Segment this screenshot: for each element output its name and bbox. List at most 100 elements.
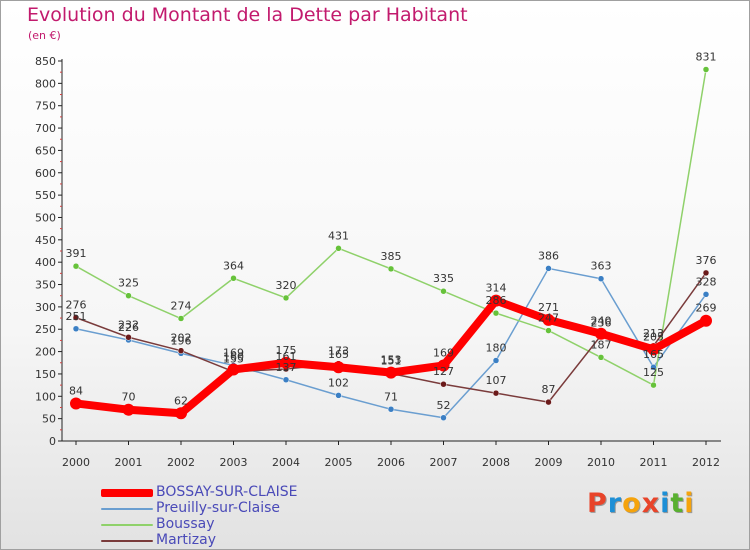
x-tick-label: 2011 <box>640 456 668 469</box>
x-tick-label: 2009 <box>535 456 563 469</box>
data-label: 180 <box>486 342 507 355</box>
data-point <box>597 275 605 282</box>
y-tick-label: 200 <box>35 346 56 359</box>
y-tick-label: 650 <box>35 144 56 157</box>
data-label: 107 <box>486 374 507 387</box>
data-point <box>387 406 395 413</box>
data-label: 226 <box>118 321 139 334</box>
data-label: 87 <box>542 383 556 396</box>
x-tick-label: 2002 <box>167 456 195 469</box>
logo-letter: P <box>587 488 608 519</box>
data-label: 102 <box>328 376 349 389</box>
data-label: 271 <box>538 301 559 314</box>
data-label: 52 <box>437 399 451 412</box>
data-point <box>72 314 80 321</box>
data-label: 385 <box>381 250 402 263</box>
logo-letter: i <box>660 488 671 519</box>
x-tick-label: 2004 <box>272 456 300 469</box>
data-point <box>125 292 132 299</box>
data-label: 325 <box>118 277 139 290</box>
y-tick-label: 600 <box>35 167 56 180</box>
data-point <box>597 354 605 361</box>
data-point <box>282 294 290 302</box>
legend-swatch <box>101 540 153 542</box>
data-point <box>650 381 657 389</box>
x-tick-label: 2006 <box>377 456 405 469</box>
data-point <box>280 356 292 369</box>
data-label: 320 <box>276 279 297 292</box>
data-label: 274 <box>171 300 192 313</box>
data-label: 269 <box>696 302 717 315</box>
x-tick-label: 2005 <box>325 456 353 469</box>
data-label: 160 <box>223 350 244 363</box>
data-label: 376 <box>696 254 717 267</box>
data-label: 202 <box>171 332 192 345</box>
data-point <box>72 325 80 333</box>
data-point <box>545 398 552 406</box>
data-point <box>227 363 240 376</box>
y-tick-label: 400 <box>35 256 56 269</box>
data-point <box>385 366 397 379</box>
data-label: 391 <box>66 247 87 260</box>
data-label: 236 <box>591 316 612 329</box>
legend-label: Boussay <box>156 516 215 532</box>
data-label: 71 <box>384 390 398 403</box>
y-tick-label: 800 <box>35 77 56 90</box>
data-point <box>122 403 135 416</box>
data-point <box>490 294 502 307</box>
x-tick-label: 2010 <box>587 456 615 469</box>
legend-label: Martizay <box>156 532 217 548</box>
data-point <box>125 334 132 341</box>
data-point <box>70 397 82 410</box>
logo-letter: r <box>607 488 623 519</box>
chart-axes: 0 50 100 150 200 250 300 350 400 450 500 550 600 650 7… <box>35 55 721 469</box>
chart-data-labels: 251 226 196 169 137 102 71 52 180 386 363 165 328 391… <box>66 50 717 411</box>
x-tick-label: 2003 <box>220 456 248 469</box>
data-point <box>440 414 447 422</box>
data-point <box>387 265 395 273</box>
proxiti-logo: Proxiti <box>587 488 695 519</box>
data-point <box>545 327 552 334</box>
data-label: 165 <box>643 348 664 361</box>
data-label: 251 <box>66 310 87 323</box>
data-point <box>700 314 712 327</box>
y-tick-label: 300 <box>35 301 56 314</box>
data-label: 363 <box>591 260 612 273</box>
data-point <box>545 265 552 272</box>
data-label: 175 <box>276 344 297 357</box>
y-tick-label: 0 <box>49 435 56 448</box>
data-label: 151 <box>381 354 402 367</box>
data-label: 431 <box>328 229 349 242</box>
legend-swatch <box>101 508 153 510</box>
data-point <box>492 357 500 364</box>
data-label: 364 <box>223 259 244 272</box>
data-label: 335 <box>433 272 454 285</box>
chart-title: Evolution du Montant de la Dette par Hab… <box>27 4 468 26</box>
data-point <box>335 392 342 399</box>
data-label: 276 <box>66 299 87 312</box>
data-label: 127 <box>433 365 454 378</box>
y-tick-label: 550 <box>35 189 56 202</box>
data-point <box>647 343 660 356</box>
data-point <box>177 315 185 322</box>
data-point <box>702 291 710 298</box>
data-point <box>650 363 657 371</box>
data-point <box>440 380 447 388</box>
y-tick-label: 750 <box>35 100 56 113</box>
data-label: 247 <box>538 312 559 325</box>
x-tick-label: 2007 <box>430 456 458 469</box>
legend-label: BOSSAY-SUR-CLAISE <box>156 484 298 500</box>
y-tick-label: 150 <box>35 368 56 381</box>
data-label: 125 <box>643 366 664 379</box>
logo-letter: o <box>622 488 642 519</box>
legend-label: Preuilly-sur-Claise <box>156 500 281 516</box>
data-point <box>492 389 500 397</box>
data-label: 153 <box>381 354 402 367</box>
data-label: 213 <box>643 327 664 340</box>
data-point <box>437 359 450 372</box>
data-label: 84 <box>69 384 83 397</box>
y-tick-label: 500 <box>35 211 56 224</box>
data-point <box>440 287 447 295</box>
chart-series-markers <box>70 66 712 422</box>
